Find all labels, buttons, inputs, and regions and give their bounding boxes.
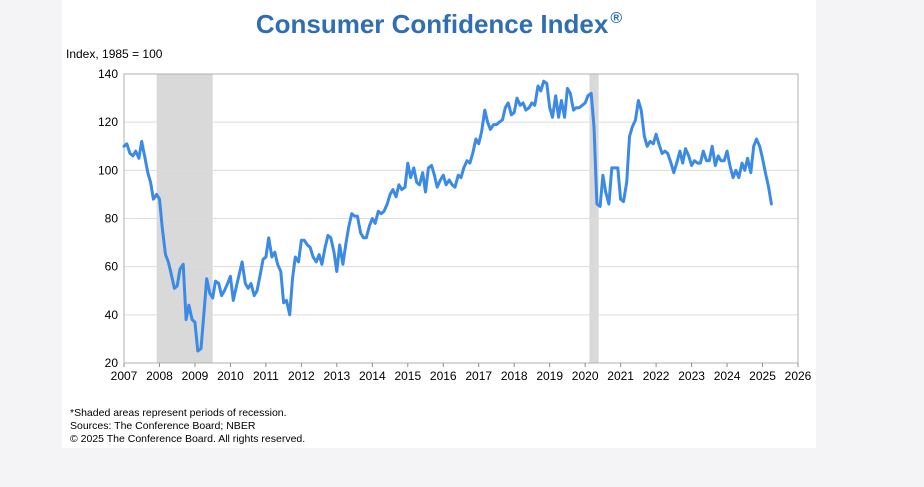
y-tick-label: 140 xyxy=(98,67,118,81)
registered-mark: ® xyxy=(610,10,623,27)
x-tick-label: 2015 xyxy=(394,369,421,383)
x-tick-label: 2012 xyxy=(288,369,315,383)
x-tick-label: 2009 xyxy=(182,369,209,383)
x-tick-label: 2018 xyxy=(501,369,528,383)
x-tick-label: 2008 xyxy=(146,369,173,383)
series-line xyxy=(122,79,773,353)
y-tick-label: 20 xyxy=(105,356,119,370)
note-sources: Sources: The Conference Board; NBER xyxy=(70,420,256,432)
y-tick-label: 80 xyxy=(105,212,119,226)
x-tick-label: 2019 xyxy=(536,369,563,383)
x-tick-label: 2024 xyxy=(714,369,741,383)
x-tick-label: 2020 xyxy=(572,369,599,383)
note-copyright: © 2025 The Conference Board. All rights … xyxy=(70,433,306,445)
x-tick-label: 2007 xyxy=(111,369,138,383)
x-tick-label: 2021 xyxy=(607,369,634,383)
x-tick-label: 2017 xyxy=(465,369,492,383)
x-tick-label: 2016 xyxy=(430,369,457,383)
x-tick-label: 2010 xyxy=(217,369,244,383)
chart-notes: *Shaded areas represent periods of reces… xyxy=(70,407,305,446)
x-tick-label: 2013 xyxy=(323,369,350,383)
y-axis-tick-labels: 20 40 60 80 100 120 140 xyxy=(98,67,118,370)
plot-frame xyxy=(123,73,799,364)
y-tick-label: 40 xyxy=(105,308,119,322)
gridlines xyxy=(124,73,798,364)
y-tick-label: 60 xyxy=(105,260,119,274)
x-tick-label: 2014 xyxy=(359,369,386,383)
x-tick-label: 2025 xyxy=(749,369,776,383)
x-tick-label: 2011 xyxy=(253,369,279,383)
x-tick-label: 2023 xyxy=(678,369,705,383)
y-tick-label: 100 xyxy=(98,163,118,177)
series-line-layer xyxy=(122,79,773,353)
x-axis-tick-labels: 2007 2008 2009 2010 2011 2012 2013 2014 2015 2016… xyxy=(111,363,812,383)
y-axis-label: Index, 1985 = 100 xyxy=(66,47,163,61)
chart-title-text: Consumer Confidence Index xyxy=(255,9,609,39)
x-tick-label: 2022 xyxy=(643,369,670,383)
note-recession: *Shaded areas represent periods of reces… xyxy=(70,407,287,419)
chart-title: Consumer Confidence Index ® xyxy=(62,4,816,39)
chart-card: Consumer Confidence Index ® 20 40 60 80 100 12… xyxy=(62,0,816,448)
y-tick-label: 120 xyxy=(98,115,118,129)
x-tick-label: 2026 xyxy=(785,369,812,383)
